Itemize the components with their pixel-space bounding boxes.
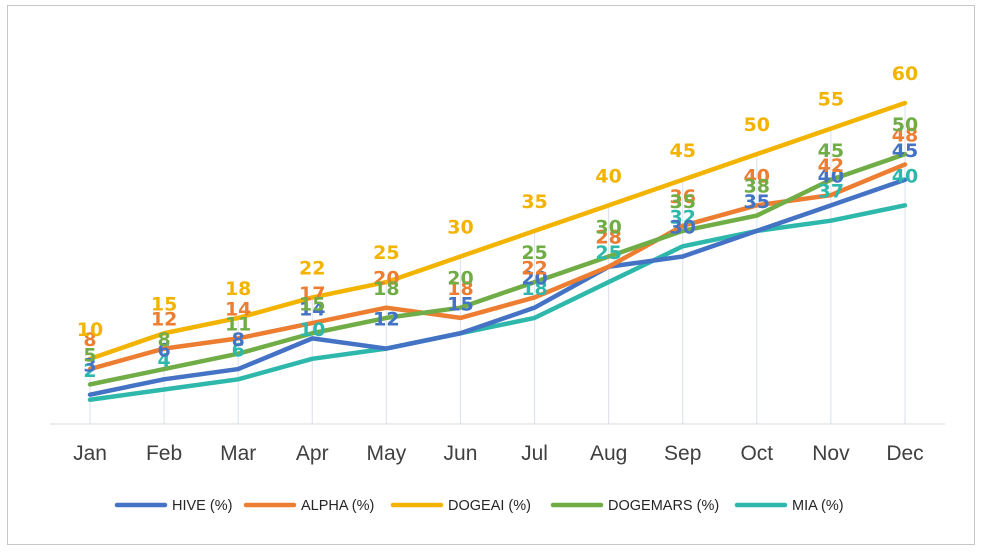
x-tick-label: Apr: [296, 442, 329, 465]
data-label: 42: [818, 155, 844, 177]
data-label: 20: [447, 268, 473, 290]
legend-label: DOGEAI (%): [448, 498, 531, 514]
data-label: 8: [232, 329, 245, 351]
series-line-mia: [87, 203, 908, 403]
data-label: 3: [83, 355, 96, 377]
x-tick-label: May: [367, 442, 407, 465]
data-label: 6: [232, 339, 245, 361]
x-tick-label: Feb: [146, 442, 182, 465]
x-tick-label: Oct: [740, 442, 773, 465]
data-label: 10: [299, 319, 325, 341]
data-label: 14: [225, 298, 251, 320]
x-tick-label: Jun: [444, 442, 478, 465]
data-label: 25: [521, 242, 547, 264]
data-label: 18: [447, 278, 473, 300]
drop-lines: [89, 103, 906, 424]
data-label: 40: [595, 165, 621, 187]
series-lines: [87, 100, 908, 403]
data-label: 40: [744, 165, 770, 187]
chart-frame: [7, 5, 975, 545]
x-tick-label: Mar: [220, 442, 256, 465]
series-line-dogeai: [87, 100, 908, 362]
data-label: 28: [595, 227, 621, 249]
data-label: 28: [595, 227, 621, 249]
data-label: 30: [670, 217, 696, 239]
data-label: 45: [892, 140, 918, 162]
data-label: 8: [83, 329, 96, 351]
data-label: 30: [447, 217, 473, 239]
data-label: 37: [818, 181, 844, 203]
data-label: 18: [521, 278, 547, 300]
legend-item: MIA (%): [734, 498, 844, 514]
data-label: 55: [818, 89, 844, 111]
data-label: 35: [670, 191, 696, 213]
data-label: 14: [299, 298, 325, 320]
series-line-dogemars: [87, 151, 908, 387]
data-label: 40: [892, 165, 918, 187]
data-label: 35: [744, 191, 770, 213]
series-line-hive: [87, 177, 908, 397]
x-tick-label: Sep: [664, 442, 701, 465]
data-label: 15: [447, 293, 473, 315]
series-line-alpha: [87, 162, 908, 372]
data-label: 12: [373, 309, 399, 331]
data-label: 17: [299, 283, 325, 305]
x-axis-tick-labels: Jan Feb Mar Apr May Jun Jul Aug Sep Oct Nov Dec: [73, 442, 924, 465]
data-label: 35: [744, 191, 770, 213]
data-label: 20: [521, 268, 547, 290]
data-label: 4: [157, 350, 170, 372]
data-label: 15: [447, 293, 473, 315]
data-label: 32: [670, 206, 696, 228]
data-label: 25: [595, 242, 621, 264]
data-label: 15: [151, 293, 177, 315]
data-label: 20: [373, 268, 399, 290]
legend-item: ALPHA (%): [243, 498, 374, 514]
data-label: 2: [83, 360, 96, 382]
legend-label: HIVE (%): [172, 498, 232, 514]
data-label: 45: [818, 140, 844, 162]
data-label: 6: [157, 339, 170, 361]
data-label: 5: [83, 344, 96, 366]
data-label: 35: [521, 191, 547, 213]
x-tick-label: Jul: [521, 442, 548, 465]
data-label: 50: [892, 114, 918, 136]
x-tick-label: Nov: [812, 442, 850, 465]
data-label: 36: [670, 186, 696, 208]
data-label: 22: [299, 257, 325, 279]
data-label: 60: [892, 63, 918, 85]
data-label: 15: [299, 293, 325, 315]
data-label: 12: [151, 309, 177, 331]
x-tick-label: Dec: [886, 442, 923, 465]
data-label: 50: [744, 114, 770, 136]
legend-label: MIA (%): [792, 498, 844, 514]
data-label: 40: [818, 165, 844, 187]
legend-label: ALPHA (%): [301, 498, 374, 514]
data-label: 18: [373, 278, 399, 300]
data-label: 48: [892, 124, 918, 146]
data-label: 18: [225, 278, 251, 300]
data-label: 22: [521, 257, 547, 279]
data-label: 30: [595, 217, 621, 239]
x-tick-label: Aug: [590, 442, 627, 465]
data-label: 10: [77, 319, 103, 341]
data-label: 11: [225, 314, 251, 336]
data-label: 38: [744, 176, 770, 198]
legend-item: DOGEAI (%): [390, 498, 531, 514]
x-tick-label: Jan: [73, 442, 107, 465]
data-label: 45: [670, 140, 696, 162]
legend-label: DOGEMARS (%): [608, 498, 719, 514]
data-label: 25: [373, 242, 399, 264]
legend-item: DOGEMARS (%): [550, 498, 719, 514]
legend: HIVE (%) ALPHA (%) DOGEAI (%) DOGEMARS (%) M…: [114, 498, 844, 514]
data-label: 8: [157, 329, 170, 351]
legend-item: HIVE (%): [114, 498, 232, 514]
data-label: 12: [373, 309, 399, 331]
